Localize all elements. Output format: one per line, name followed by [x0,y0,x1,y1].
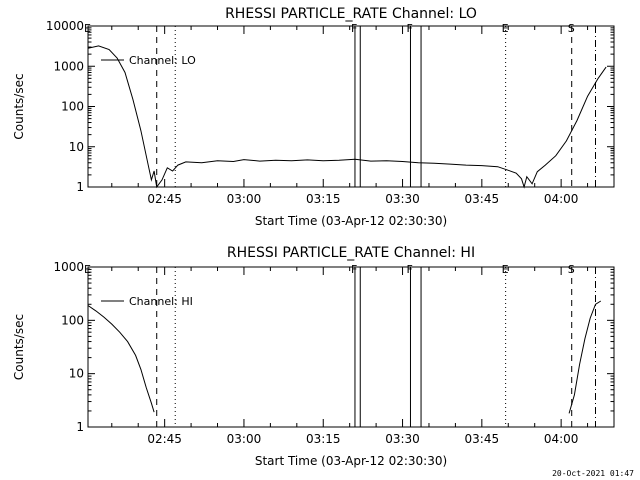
event-marker-label: E [502,263,509,276]
y-tick-label: 10 [69,140,84,154]
chart-title: RHESSI PARTICLE_RATE Channel: HI [227,245,475,261]
x-tick-label: 03:45 [465,432,500,446]
data-series-line [87,45,607,189]
y-axis-label: Counts/sec [12,314,26,380]
y-tick-label: 10000 [46,19,84,33]
event-marker-label: S [568,263,575,276]
x-axis-label: Start Time (03-Apr-12 02:30:30) [255,454,447,468]
event-marker-label: E [84,263,91,276]
x-tick-label: 04:00 [544,432,579,446]
x-tick-label: 03:00 [227,432,262,446]
event-marker-label: E [84,22,91,35]
y-tick-label: 10 [69,367,84,381]
timestamp-footer: 20-Oct-2021 01:47 [552,469,634,478]
x-tick-label: 02:45 [147,192,182,206]
event-marker-label: F [406,22,412,35]
y-tick-label: 1 [76,420,84,434]
event-marker-label: F [351,263,357,276]
chart-panel-1: RHESSI PARTICLE_RATE Channel: LO 1 10 100 10… [12,6,615,228]
plot-frame [87,25,615,188]
event-marker-label: E [502,22,509,35]
x-tick-label: 03:45 [465,192,500,206]
legend-label: Channel: HI [129,295,193,308]
event-marker-label: S [568,22,575,35]
data-series-line [568,300,602,414]
x-tick-label: 02:45 [147,432,182,446]
data-series-line [87,305,155,413]
event-marker-label: F [351,22,357,35]
legend-label: Channel: LO [129,54,196,67]
x-tick-label: 04:00 [544,192,579,206]
y-tick-label: 1000 [53,59,84,73]
x-axis-label: Start Time (03-Apr-12 02:30:30) [255,214,447,228]
y-tick-label: 100 [61,100,84,114]
x-tick-label: 03:15 [306,432,341,446]
event-marker-label: F [406,263,412,276]
chart-panel-2: RHESSI PARTICLE_RATE Channel: HI 1 10 100 10… [12,245,615,468]
chart-title: RHESSI PARTICLE_RATE Channel: LO [225,6,477,22]
x-tick-label: 03:30 [385,432,420,446]
y-tick-label: 100 [61,313,84,327]
x-tick-label: 03:30 [385,192,420,206]
x-tick-label: 03:15 [306,192,341,206]
y-axis-label: Counts/sec [12,73,26,139]
x-tick-label: 03:00 [227,192,262,206]
plot-frame [87,266,615,428]
y-tick-label: 1000 [53,260,84,274]
y-tick-label: 1 [76,180,84,194]
